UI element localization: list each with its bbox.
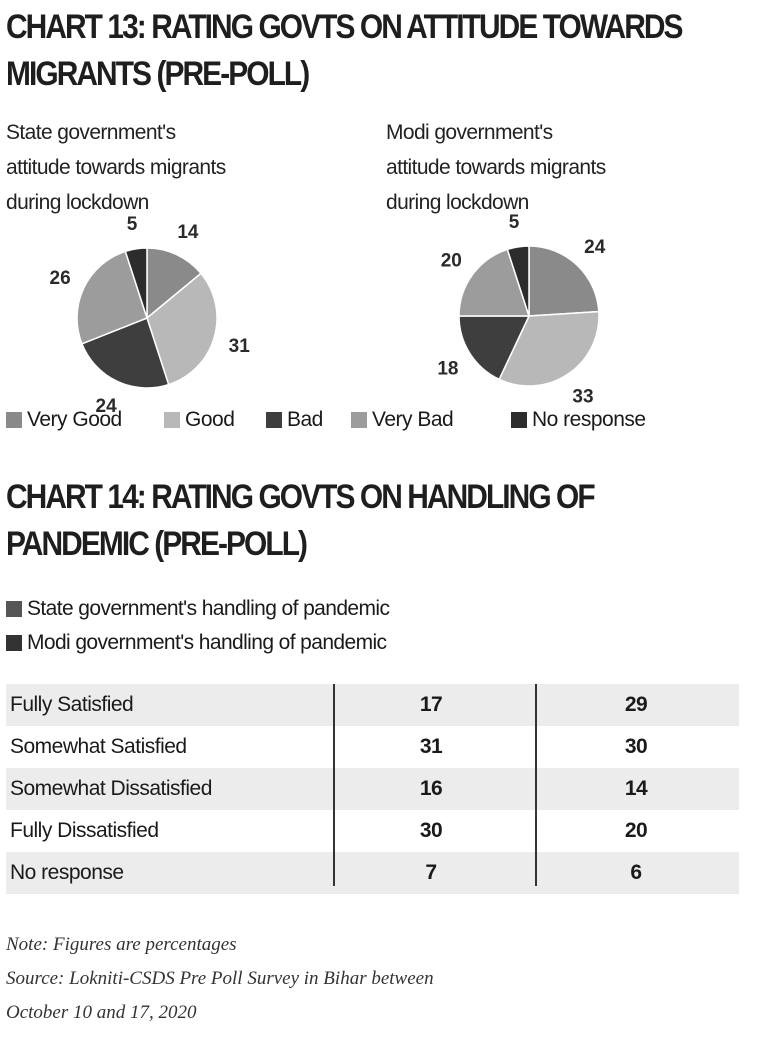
state-pie-chart: 14 31 24 26 5 <box>50 214 251 417</box>
pie-label-good: 33 <box>572 386 593 407</box>
legend-item-no-response: No response <box>511 408 646 432</box>
legend-label-very-good: Very Good <box>27 408 122 431</box>
legend-item-good: Good <box>164 408 235 432</box>
pie-label-very-bad: 26 <box>50 268 71 289</box>
legend-label-bad: Bad <box>287 408 323 431</box>
pie-slice-good <box>498 310 600 387</box>
legend-swatch-very-good <box>6 412 22 428</box>
row-label: Somewhat Satisfied <box>10 735 187 758</box>
pie-label-bad: 18 <box>437 358 458 379</box>
pie-slice-no-response <box>124 247 148 319</box>
chart13-title-line2: MIGRANTS (PRE-POLL) <box>6 55 310 93</box>
chart13-title: CHART 13: RATING GOVTS ON ATTITUDE TOWAR… <box>6 4 684 98</box>
modi-pie-chart: 24 33 18 20 5 <box>437 212 606 407</box>
state-value: 16 <box>419 777 443 800</box>
table-row: Fully Dissatisfied 30 20 <box>6 810 739 852</box>
table-row: Somewhat Satisfied 31 30 <box>6 726 739 768</box>
pie-label-very-bad: 20 <box>441 251 462 272</box>
chart14-title: CHART 14: RATING GOVTS ON HANDLING OF PA… <box>6 474 596 568</box>
state-value: 17 <box>419 693 443 716</box>
pie-legend: Very Good Good Bad Very Bad No response <box>6 408 746 442</box>
table-row: No response 7 6 <box>6 852 739 894</box>
state-value: 31 <box>419 735 443 758</box>
pie-label-very-good: 24 <box>584 237 606 258</box>
pie-label-no-response: 5 <box>127 214 138 235</box>
row-label: Fully Dissatisfied <box>10 819 159 842</box>
state-value: 30 <box>419 819 443 842</box>
modi-value: 14 <box>624 777 648 800</box>
legend-item-very-bad: Very Bad <box>351 408 454 432</box>
pie-label-good: 31 <box>229 336 251 357</box>
footnote-source-line2: October 10 and 17, 2020 <box>6 1002 197 1023</box>
series-swatch-modi <box>6 635 22 651</box>
legend-swatch-very-bad <box>351 412 367 428</box>
state-value: 7 <box>425 861 437 884</box>
row-label: No response <box>10 861 124 884</box>
pie-label-no-response: 5 <box>509 212 520 233</box>
series-legend-state: State government's handling of pandemic <box>6 597 390 621</box>
chart14-title-line1: CHART 14: RATING GOVTS ON HANDLING OF <box>6 478 596 516</box>
pie-slice-very-good <box>528 245 600 317</box>
pandemic-table: Fully Satisfied 17 29 Somewhat Satisfied… <box>6 684 739 894</box>
pie-slice-no-response <box>506 245 530 317</box>
pie-slice-good <box>146 272 218 386</box>
pie-slice-bad <box>458 315 531 381</box>
table-divider-right <box>535 684 537 886</box>
modi-value: 6 <box>630 861 642 884</box>
series-label-modi: Modi government's handling of pandemic <box>27 631 387 654</box>
legend-label-very-bad: Very Bad <box>372 408 454 431</box>
series-legend-modi: Modi government's handling of pandemic <box>6 631 387 655</box>
row-label: Fully Satisfied <box>10 693 134 716</box>
modi-value: 30 <box>624 735 648 758</box>
table-row: Somewhat Dissatisfied 16 14 <box>6 768 739 810</box>
row-label: Somewhat Dissatisfied <box>10 777 212 800</box>
table-row: Fully Satisfied 17 29 <box>6 684 739 726</box>
modi-value: 20 <box>624 819 648 842</box>
pie-label-bad: 24 <box>96 396 118 417</box>
legend-label-no-response: No response <box>532 408 646 431</box>
pie-label-very-good: 14 <box>177 222 199 243</box>
modi-value: 29 <box>624 693 648 716</box>
legend-swatch-good <box>164 412 180 428</box>
series-label-state: State government's handling of pandemic <box>27 597 390 620</box>
modi-pie-subtitle: Modi government's attitude towards migra… <box>386 121 606 214</box>
legend-label-good: Good <box>185 408 235 431</box>
series-swatch-state <box>6 601 22 617</box>
pie-slice-very-bad <box>76 250 148 345</box>
footnote-source-line1: Source: Lokniti-CSDS Pre Poll Survey in … <box>6 968 434 989</box>
pie-slice-very-good <box>146 247 202 320</box>
state-pie-subtitle: State government's attitude towards migr… <box>6 121 226 214</box>
chart14-title-line2: PANDEMIC (PRE-POLL) <box>6 525 308 563</box>
chart13-title-line1: CHART 13: RATING GOVTS ON ATTITUDE TOWAR… <box>6 8 684 46</box>
pie-slice-very-bad <box>458 248 531 317</box>
legend-item-bad: Bad <box>266 408 323 432</box>
legend-swatch-no-response <box>511 412 527 428</box>
legend-swatch-bad <box>266 412 282 428</box>
legend-item-very-good: Very Good <box>6 408 122 432</box>
footnote-note: Note: Figures are percentages <box>6 934 237 955</box>
table-divider-left <box>333 684 335 886</box>
